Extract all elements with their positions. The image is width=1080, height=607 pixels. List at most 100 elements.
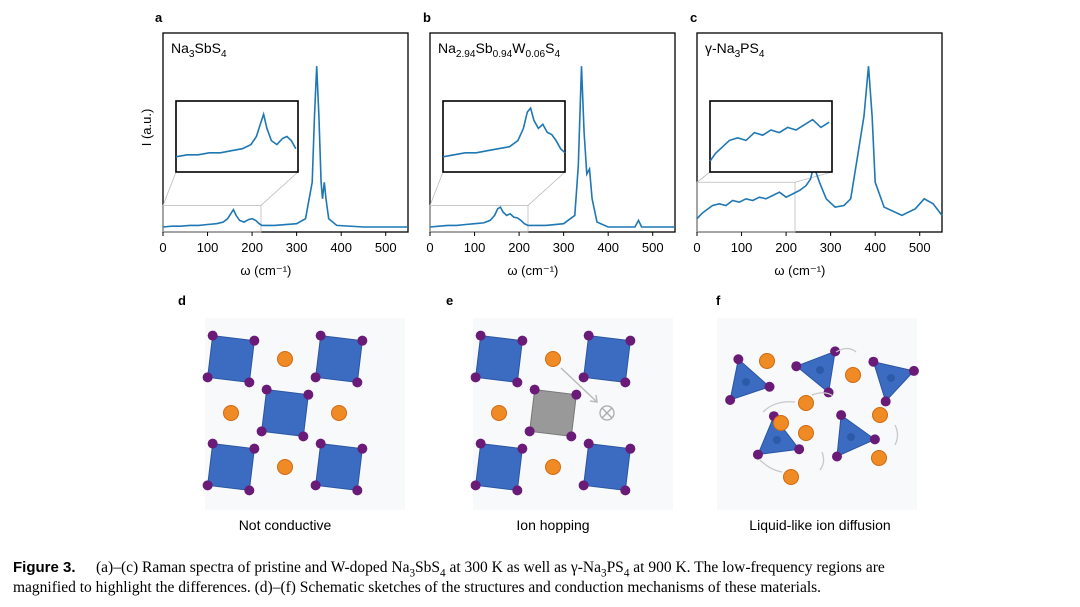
center-atom (887, 374, 895, 382)
na-ion (783, 469, 799, 485)
zoom-connector (696, 171, 711, 183)
zoom-connector (260, 171, 299, 206)
diffusion-arrow (835, 347, 857, 353)
x-tick-label: 500 (909, 240, 931, 255)
anion (249, 335, 260, 346)
polyhedron (475, 335, 523, 383)
anion (298, 431, 309, 442)
center-atom (773, 436, 781, 444)
anion (517, 335, 528, 346)
na-ion (545, 351, 561, 367)
x-tick-label: 100 (197, 240, 219, 255)
text-segment: Na (438, 40, 456, 56)
diffusion-arrow (819, 451, 825, 471)
text-segment: γ-Na (705, 40, 735, 56)
caption-label: Figure 3. (13, 559, 76, 576)
center-atom (816, 366, 824, 374)
anion (868, 356, 879, 367)
anion (244, 377, 255, 388)
text-segment: (a)–(c) Raman spectra of pristine and W-… (96, 559, 410, 576)
anion (620, 377, 631, 388)
anion (583, 330, 594, 341)
anion (625, 443, 636, 454)
polyhedron (529, 389, 577, 437)
anion (512, 485, 523, 496)
text-segment: SbS (195, 40, 221, 56)
panel-letter: e (446, 293, 453, 308)
anion (836, 410, 847, 421)
inset-line (709, 118, 830, 162)
polyhedron (795, 350, 836, 394)
anion (475, 330, 486, 341)
polyhedron (475, 443, 523, 491)
subscript: 4 (440, 568, 446, 580)
anion (620, 485, 631, 496)
polyhedron (315, 443, 363, 491)
y-axis-label: I (a.u.) (139, 109, 154, 147)
na-ion (491, 405, 507, 421)
panel-letter: f (716, 293, 721, 308)
anion (566, 431, 577, 442)
x-tick-label: 100 (731, 240, 753, 255)
inset-frame (175, 100, 299, 173)
polyhedron (757, 415, 801, 456)
inset-line (175, 111, 297, 158)
na-ion (871, 450, 887, 466)
subscript: 4 (554, 49, 560, 60)
anion (357, 335, 368, 346)
polyhedron (583, 443, 631, 491)
x-tick-label: 400 (864, 240, 886, 255)
x-tick-label: 300 (820, 240, 842, 255)
text-segment: PS (740, 40, 759, 56)
x-tick-label: 500 (642, 240, 664, 255)
subscript: 3 (409, 568, 415, 580)
schematic-caption: Ion hopping (516, 517, 589, 533)
text-segment: SbS (415, 559, 440, 576)
text-segment: W (512, 40, 526, 56)
inset-line (442, 106, 566, 158)
caption-line: (a)–(c) Raman spectra of pristine and W-… (96, 559, 885, 580)
zoom-region (162, 205, 262, 233)
x-tick-label: 0 (426, 240, 433, 255)
x-axis-label: ω (cm⁻¹) (774, 263, 825, 278)
anion (310, 372, 321, 383)
polyhedron (872, 361, 915, 403)
anion (830, 346, 841, 357)
subscript: 3 (601, 568, 607, 580)
anion (310, 480, 321, 491)
panel-label: γ-Na3PS4 (705, 40, 765, 60)
diffusion-arrow (759, 459, 783, 473)
x-tick-label: 200 (241, 240, 263, 255)
anion (261, 384, 272, 395)
anion (315, 330, 326, 341)
x-tick-label: 300 (286, 240, 308, 255)
polyhedron (207, 443, 255, 491)
zoom-connector (162, 171, 177, 206)
na-ion (798, 425, 814, 441)
anion (352, 377, 363, 388)
schematic-caption: Not conductive (239, 517, 332, 533)
anion (244, 485, 255, 496)
panel-letter: b (423, 10, 431, 25)
subscript: 2.94 (456, 49, 476, 60)
subscript: 4 (624, 568, 630, 580)
text-segment: magnified to highlight the differences. … (13, 579, 821, 596)
subscript: 0.94 (493, 49, 513, 60)
vacancy (599, 405, 615, 421)
na-ion (759, 353, 775, 369)
polyhedron (583, 335, 631, 383)
plot-frame (429, 32, 676, 233)
x-tick-label: 500 (375, 240, 397, 255)
anion (578, 372, 589, 383)
zoom-region (429, 205, 529, 233)
x-tick-label: 0 (159, 240, 166, 255)
polyhedron (836, 414, 876, 458)
hop-arrow (560, 367, 598, 403)
text-segment: PS (607, 559, 624, 576)
anion (303, 389, 314, 400)
spectrum-line (696, 66, 943, 220)
x-tick-label: 100 (464, 240, 486, 255)
inset-frame (442, 100, 566, 173)
zoom-connector (429, 171, 444, 206)
